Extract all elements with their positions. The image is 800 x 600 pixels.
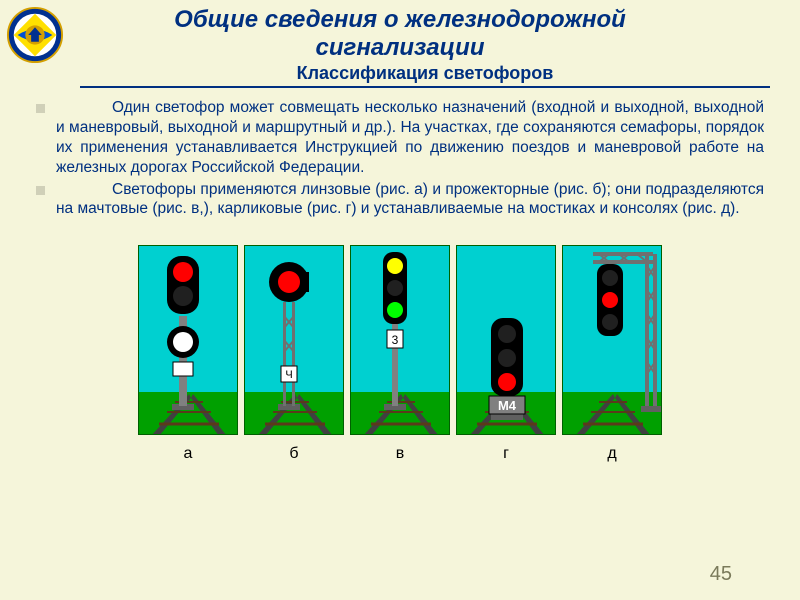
signal-g: М4 г	[456, 245, 556, 463]
svg-text:М4: М4	[498, 398, 517, 413]
svg-text:3: 3	[392, 333, 399, 347]
signal-b-label: б	[289, 445, 298, 463]
signal-d: д	[562, 245, 662, 463]
paragraph-1: Один светофор может совмещать несколько …	[36, 98, 764, 177]
svg-text:Ч: Ч	[285, 369, 292, 381]
signal-a-label: а	[184, 445, 193, 463]
paragraph-1-text: Один светофор может совмещать несколько …	[56, 98, 764, 177]
signal-a: а	[138, 245, 238, 463]
page-subtitle: Классификация светофоров	[80, 63, 770, 88]
title-line-2: сигнализации	[316, 34, 485, 61]
signal-b: Ч б	[244, 245, 344, 463]
signal-g-label: г	[503, 445, 509, 463]
title-line-1: Общие сведения о железнодорожной	[174, 6, 626, 33]
content-area: Один светофор может совмещать несколько …	[0, 88, 800, 463]
page-title: Общие сведения о железнодорожной сигнали…	[0, 0, 800, 61]
bullet-icon	[36, 186, 45, 195]
signals-row: а	[36, 245, 764, 463]
signal-v-label: в	[396, 445, 405, 463]
paragraph-2-text: Светофоры применяются линзовые (рис. а) …	[56, 180, 764, 220]
paragraph-2: Светофоры применяются линзовые (рис. а) …	[36, 180, 764, 220]
signal-v: 3 в	[350, 245, 450, 463]
signal-d-label: д	[607, 445, 616, 463]
bullet-icon	[36, 104, 45, 113]
logo-emblem	[6, 6, 64, 64]
page-number: 45	[710, 563, 732, 586]
